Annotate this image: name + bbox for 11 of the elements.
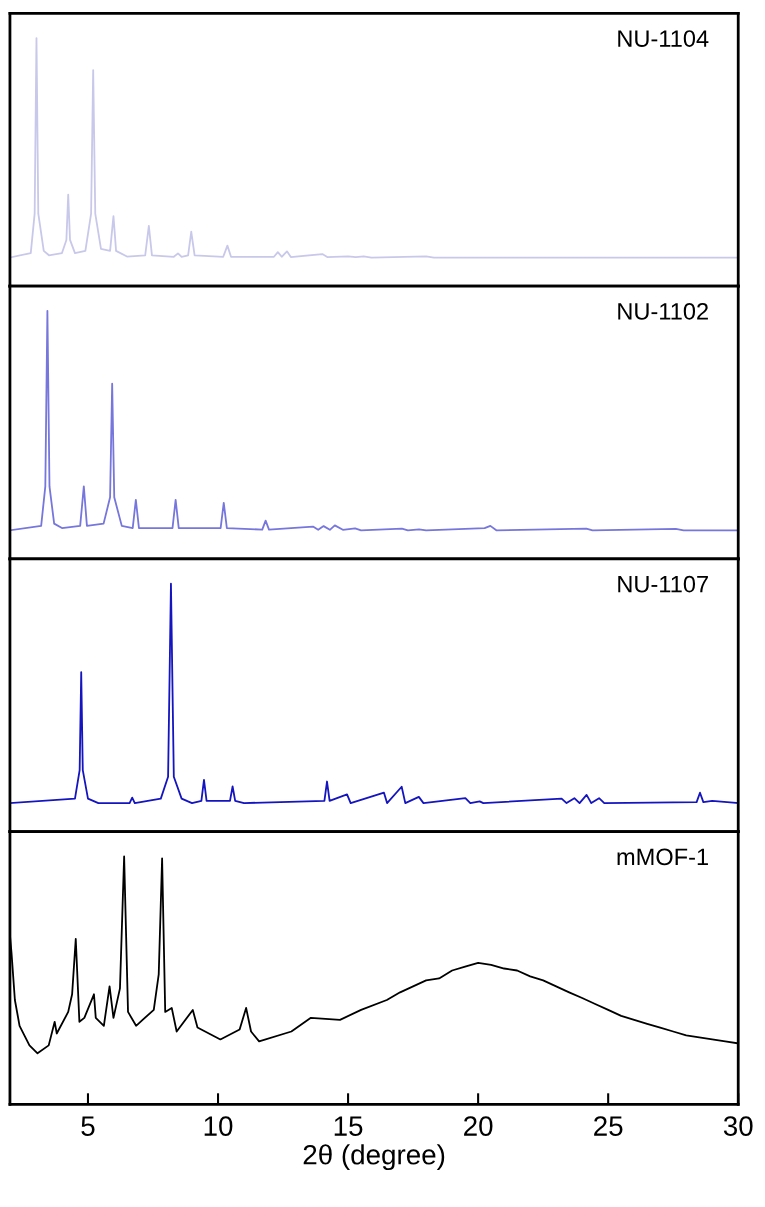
x-tick-label: 10 (204, 1116, 233, 1136)
text: NU-1102 (618, 302, 708, 320)
x-tick-label: 15 (334, 1116, 363, 1136)
x-axis-title: 2θ (degree) (303, 1144, 445, 1171)
text: NU-1107 (618, 575, 708, 593)
x-tick-label: 20 (464, 1116, 493, 1136)
x-tick-label: 5 (81, 1116, 95, 1136)
text: NU-1104 (618, 30, 709, 47)
x-tick-label: 30 (723, 1116, 753, 1136)
text: mMOF-1 (617, 848, 708, 866)
x-tick-label: 25 (594, 1116, 623, 1136)
